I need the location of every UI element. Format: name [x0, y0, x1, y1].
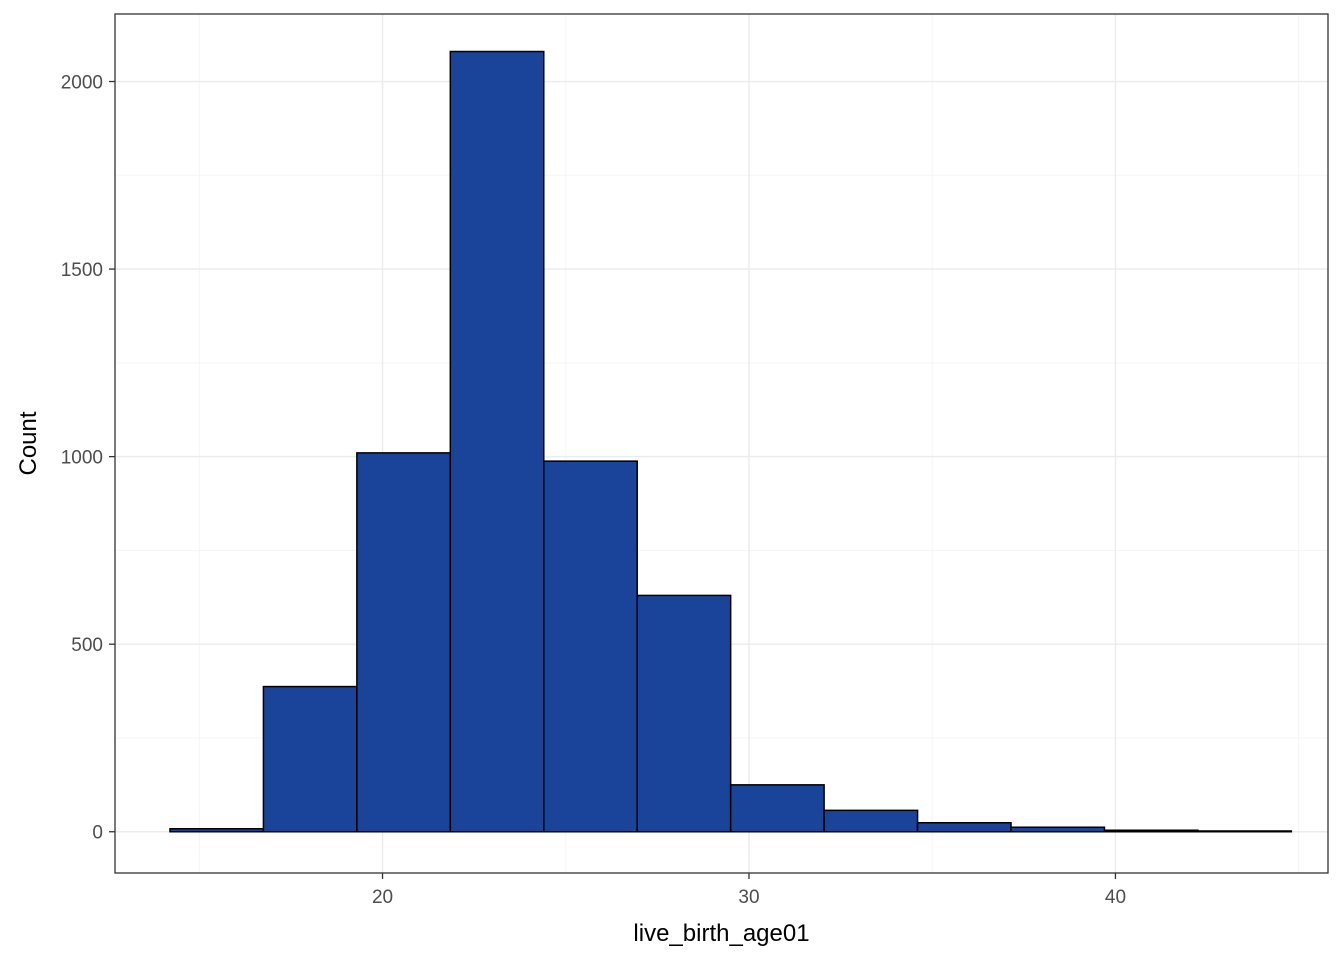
x-tick-label: 20: [372, 887, 393, 908]
histogram-bar-6: [636, 594, 732, 833]
y-axis-title: Count: [15, 411, 42, 475]
histogram-bar-1: [169, 827, 265, 833]
histogram-bar-9: [916, 821, 1012, 833]
y-tick-label: 500: [71, 635, 103, 656]
histogram-bar-10: [1010, 826, 1106, 833]
x-axis-title: live_birth_age01: [633, 920, 809, 947]
histogram-bars: [169, 50, 1293, 833]
x-tick-label: 40: [1105, 887, 1126, 908]
histogram-bar-3: [356, 452, 452, 833]
y-tick-label: 0: [92, 823, 103, 844]
histogram-bar-7: [729, 784, 825, 833]
axes: 20 30 40 0 500 1000 1500 2000: [61, 73, 1126, 908]
histogram-bar-2: [262, 685, 358, 833]
y-tick-label: 1000: [61, 448, 103, 469]
histogram-bar-5: [543, 460, 638, 833]
y-tick-label: 1500: [61, 260, 103, 281]
y-tick-label: 2000: [61, 73, 103, 94]
histogram-bar-11: [1103, 829, 1199, 833]
panel-border: [114, 13, 1329, 874]
histogram-bar-4: [449, 50, 545, 833]
histogram-bar-8: [823, 809, 919, 833]
x-tick-label: 30: [738, 887, 759, 908]
histogram-bar-12: [1197, 830, 1293, 833]
